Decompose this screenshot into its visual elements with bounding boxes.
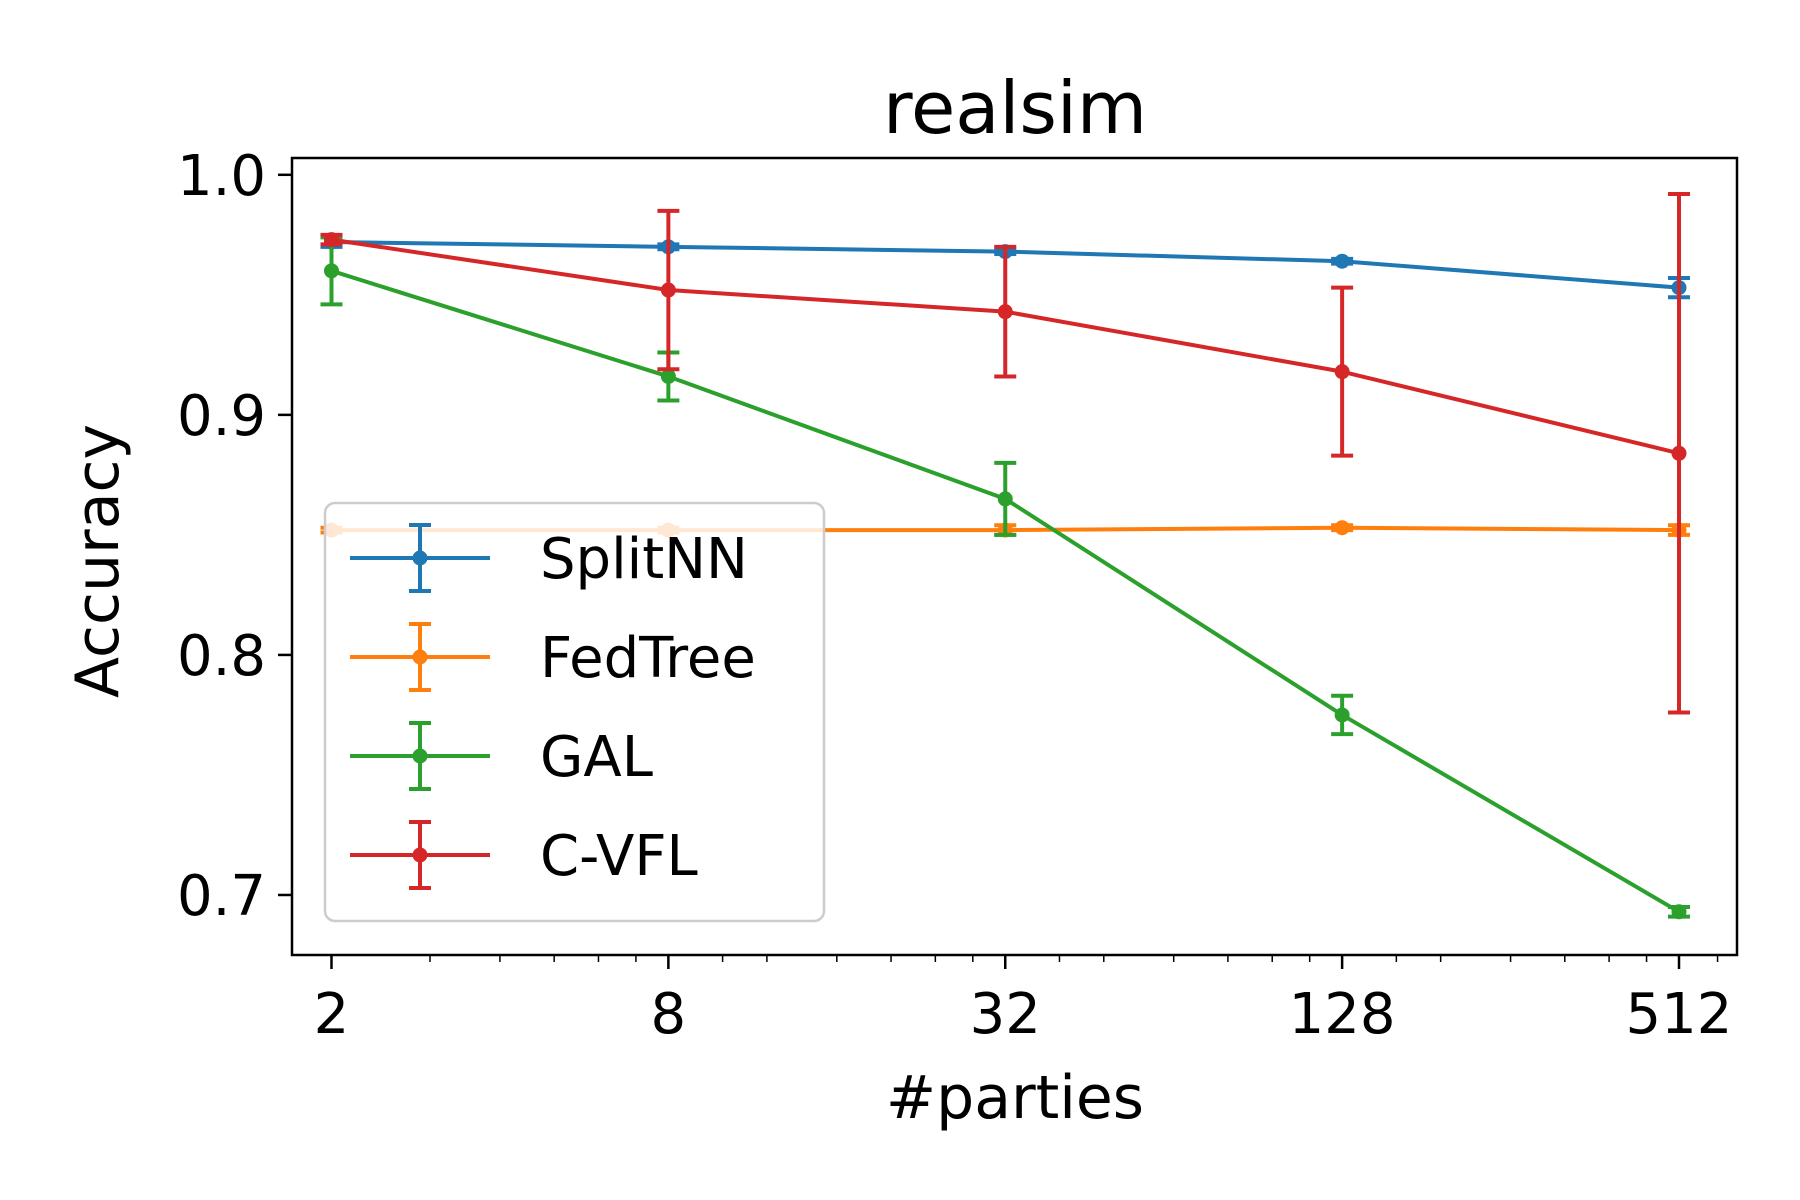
legend-label: FedTree: [540, 626, 756, 691]
data-point: [1334, 520, 1350, 536]
plot-frame: [290, 156, 1739, 957]
legend-marker: [412, 649, 428, 665]
legend-marker: [412, 847, 428, 863]
series-c-vfl: [320, 192, 1691, 715]
data-point: [323, 232, 339, 248]
y-tick-label: 0.8: [177, 624, 266, 689]
y-tick-label: 1.0: [177, 144, 266, 209]
data-point: [1671, 445, 1687, 461]
legend-item-gal: GAL: [350, 721, 653, 791]
y-tick-label: 0.9: [177, 384, 266, 449]
x-axis-label: #parties: [886, 1063, 1144, 1133]
data-point: [660, 368, 676, 384]
data-point: [1671, 904, 1687, 920]
legend: SplitNN FedTree GAL C-VFL: [323, 501, 826, 923]
legend-frame: [323, 501, 826, 923]
y-axis-label: Accuracy: [63, 424, 133, 698]
series-gal: [320, 235, 1691, 920]
data-point: [997, 491, 1013, 507]
legend-item-fedtree: FedTree: [350, 622, 756, 692]
legend-item-splitnn: SplitNN: [350, 523, 748, 593]
x-tick-label: 128: [1289, 982, 1396, 1047]
data-point: [1334, 253, 1350, 269]
x-tick-label: 8: [651, 982, 687, 1047]
legend-marker: [412, 748, 428, 764]
x-tick-label: 32: [970, 982, 1041, 1047]
data-point: [660, 282, 676, 298]
legend-label: C-VFL: [540, 824, 698, 889]
x-tick-label: 2: [314, 982, 350, 1047]
y-tick-label: 0.7: [177, 864, 266, 929]
legend-marker: [412, 550, 428, 566]
data-point: [1334, 364, 1350, 380]
legend-label: SplitNN: [540, 527, 748, 592]
legend-label: GAL: [540, 725, 653, 790]
chart-title: realsim: [883, 66, 1147, 150]
data-point: [1334, 707, 1350, 723]
axes-layer: 0.7 0.8 0.9 1.0 2 8 32 128 512: [177, 144, 1739, 1047]
data-point: [997, 304, 1013, 320]
x-tick-label: 512: [1626, 982, 1733, 1047]
legend-item-c-vfl: C-VFL: [350, 820, 698, 890]
data-point: [323, 263, 339, 279]
